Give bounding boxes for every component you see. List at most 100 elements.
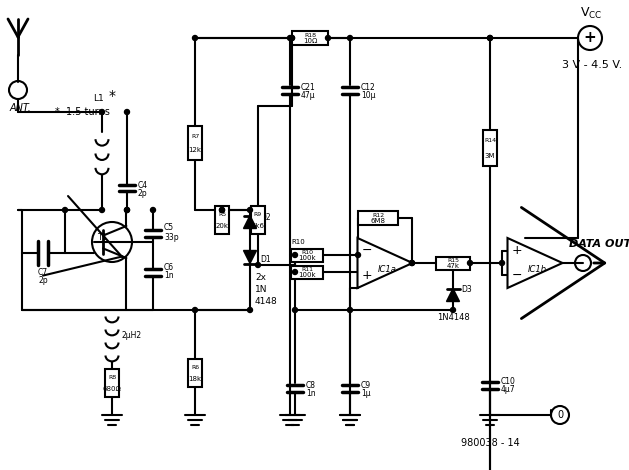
Text: R12: R12 xyxy=(372,213,384,218)
Polygon shape xyxy=(508,238,562,288)
Text: R11: R11 xyxy=(291,256,304,262)
Text: C8: C8 xyxy=(306,381,316,390)
Text: 2p: 2p xyxy=(38,276,48,285)
Text: 4148: 4148 xyxy=(255,297,278,306)
Text: IC1a: IC1a xyxy=(377,265,396,274)
Bar xyxy=(436,257,470,269)
Text: 1n: 1n xyxy=(164,272,174,281)
Text: 10μ: 10μ xyxy=(361,91,376,100)
Circle shape xyxy=(287,36,292,40)
Text: R11: R11 xyxy=(301,267,313,272)
Bar xyxy=(483,130,497,166)
Text: R9: R9 xyxy=(254,212,262,217)
Text: 1N4148: 1N4148 xyxy=(437,313,469,322)
Circle shape xyxy=(247,207,252,212)
Text: −: − xyxy=(511,269,521,282)
Circle shape xyxy=(125,110,130,115)
Text: D1: D1 xyxy=(260,254,270,264)
Text: R7: R7 xyxy=(191,133,199,139)
Polygon shape xyxy=(447,289,460,301)
Text: R15: R15 xyxy=(447,258,459,263)
Text: R10: R10 xyxy=(291,239,304,245)
Circle shape xyxy=(220,207,225,212)
Text: 3 V - 4.5 V.: 3 V - 4.5 V. xyxy=(562,60,622,70)
Text: 10Ω: 10Ω xyxy=(303,38,317,44)
Text: +: + xyxy=(361,269,372,282)
Bar xyxy=(291,249,323,261)
Circle shape xyxy=(292,269,298,274)
Text: C6: C6 xyxy=(164,263,174,272)
Text: 47k: 47k xyxy=(447,263,460,269)
Circle shape xyxy=(499,260,504,266)
Text: 1n: 1n xyxy=(306,389,316,398)
Text: R10: R10 xyxy=(301,250,313,255)
Bar xyxy=(251,206,265,234)
Polygon shape xyxy=(243,251,257,264)
Text: DATA OUT: DATA OUT xyxy=(569,239,629,249)
Bar xyxy=(358,211,398,225)
Bar xyxy=(292,31,328,45)
Bar xyxy=(105,369,119,397)
Text: IC1b: IC1b xyxy=(528,265,547,274)
Circle shape xyxy=(450,307,455,313)
Text: 33p: 33p xyxy=(164,233,179,242)
Circle shape xyxy=(487,36,493,40)
Circle shape xyxy=(255,263,260,267)
Circle shape xyxy=(289,36,294,40)
Bar xyxy=(291,266,323,279)
Text: 4μ7: 4μ7 xyxy=(501,385,516,394)
Text: 100k: 100k xyxy=(298,272,316,278)
Circle shape xyxy=(355,252,360,258)
Text: 100k: 100k xyxy=(298,255,316,261)
Circle shape xyxy=(192,36,198,40)
Text: T1: T1 xyxy=(97,233,107,242)
Circle shape xyxy=(325,36,330,40)
Text: 980038 - 14: 980038 - 14 xyxy=(460,438,520,448)
Bar xyxy=(215,206,229,234)
Text: R6: R6 xyxy=(191,365,199,370)
Circle shape xyxy=(99,110,104,115)
Text: *  1.5 turns: * 1.5 turns xyxy=(55,107,110,117)
Text: 18k: 18k xyxy=(189,376,201,382)
Text: D2: D2 xyxy=(260,212,270,221)
Text: +: + xyxy=(511,244,522,257)
Text: −: − xyxy=(361,244,372,257)
Polygon shape xyxy=(357,238,413,288)
Text: C7: C7 xyxy=(38,268,48,277)
Circle shape xyxy=(62,207,67,212)
Text: 680Ω: 680Ω xyxy=(103,386,121,392)
Text: D3: D3 xyxy=(461,284,472,293)
Text: 47μ: 47μ xyxy=(301,91,316,100)
Text: 5k6: 5k6 xyxy=(252,223,265,229)
Polygon shape xyxy=(243,216,257,228)
Text: 1μ: 1μ xyxy=(361,389,370,398)
Circle shape xyxy=(467,260,472,266)
Text: +: + xyxy=(584,31,596,46)
Text: 2μH2: 2μH2 xyxy=(121,331,141,340)
Text: 2p: 2p xyxy=(138,188,148,197)
Text: C5: C5 xyxy=(164,224,174,233)
Bar xyxy=(188,126,202,160)
Text: R18: R18 xyxy=(304,33,316,38)
Circle shape xyxy=(347,307,352,313)
Circle shape xyxy=(289,36,294,40)
Circle shape xyxy=(347,36,352,40)
Text: 3M: 3M xyxy=(485,153,495,159)
Text: $\mathregular{V_{CC}}$: $\mathregular{V_{CC}}$ xyxy=(580,6,602,21)
Text: R8: R8 xyxy=(108,375,116,380)
Circle shape xyxy=(150,207,155,212)
Text: R14: R14 xyxy=(484,138,496,143)
Text: 0: 0 xyxy=(557,410,563,420)
Circle shape xyxy=(409,260,415,266)
Circle shape xyxy=(247,307,252,313)
Text: L1: L1 xyxy=(94,94,104,103)
Text: C4: C4 xyxy=(138,180,148,189)
Text: 12k: 12k xyxy=(189,148,201,154)
Circle shape xyxy=(220,207,225,212)
Circle shape xyxy=(292,252,298,258)
Text: 2x: 2x xyxy=(255,274,266,282)
Circle shape xyxy=(125,207,130,212)
Text: *: * xyxy=(108,89,116,103)
Text: 20k: 20k xyxy=(216,223,228,229)
Text: C10: C10 xyxy=(501,377,516,386)
